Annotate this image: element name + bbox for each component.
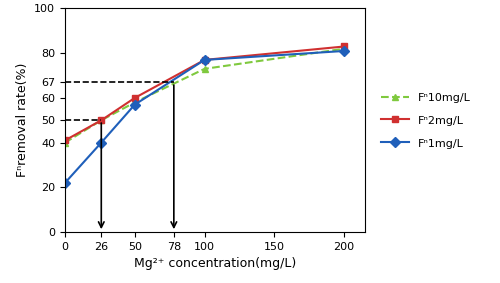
- Y-axis label: Fⁿremoval rate(%): Fⁿremoval rate(%): [16, 63, 28, 177]
- Fⁿ10mg/L: [202, 67, 207, 70]
- Line: Fⁿ1mg/L: Fⁿ1mg/L: [62, 48, 348, 186]
- Fⁿ2mg/L: [98, 119, 104, 122]
- Fⁿ10mg/L: [132, 101, 138, 104]
- Fⁿ1mg/L: [132, 103, 138, 106]
- Fⁿ1mg/L: [62, 181, 68, 185]
- Line: Fⁿ10mg/L: Fⁿ10mg/L: [62, 45, 348, 146]
- Fⁿ2mg/L: [62, 139, 68, 142]
- Fⁿ10mg/L: [62, 141, 68, 144]
- X-axis label: Mg²⁺ concentration(mg/L): Mg²⁺ concentration(mg/L): [134, 257, 296, 270]
- Line: Fⁿ2mg/L: Fⁿ2mg/L: [62, 43, 348, 144]
- Fⁿ1mg/L: [202, 58, 207, 62]
- Fⁿ2mg/L: [132, 96, 138, 100]
- Fⁿ1mg/L: [341, 49, 347, 53]
- Fⁿ1mg/L: [98, 141, 104, 144]
- Fⁿ10mg/L: [98, 119, 104, 122]
- Fⁿ10mg/L: [341, 47, 347, 50]
- Fⁿ2mg/L: [202, 58, 207, 62]
- Fⁿ2mg/L: [341, 45, 347, 48]
- Legend: Fⁿ10mg/L, Fⁿ2mg/L, Fⁿ1mg/L: Fⁿ10mg/L, Fⁿ2mg/L, Fⁿ1mg/L: [376, 87, 475, 153]
